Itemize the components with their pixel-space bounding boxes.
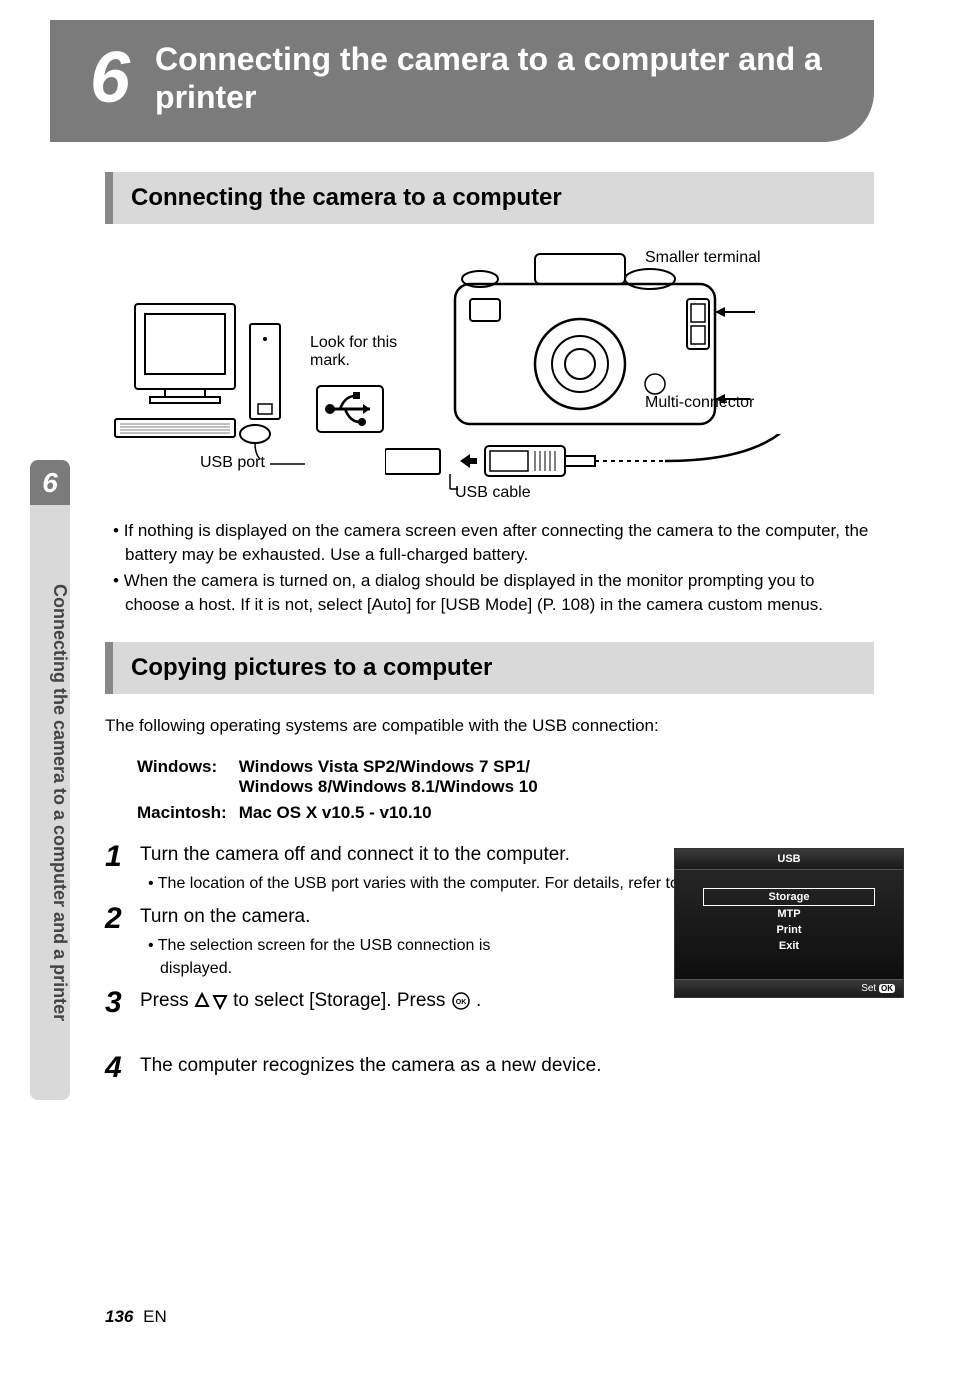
ok-button-icon: OK [451,991,471,1011]
line-icon [440,474,460,494]
label-usb-port: USB port [200,454,265,472]
usb-mode-dialog: USB Storage MTP Print Exit Set OK [674,848,904,998]
step-sub: The selection screen for the USB connect… [140,935,540,980]
text-suffix: . [476,990,481,1011]
dialog-title: USB [675,849,903,870]
list-item: If nothing is displayed on the camera sc… [105,519,874,567]
table-row: Windows: Windows Vista SP2/Windows 7 SP1… [137,755,548,799]
section-heading-copy: Copying pictures to a computer [105,642,874,694]
os-mac-label: Macintosh: [137,801,237,825]
dialog-item-print[interactable]: Print [703,922,875,938]
os-mac-value: Mac OS X v10.5 - v10.10 [239,801,548,825]
text-prefix: Press [140,990,194,1011]
chapter-title: Connecting the camera to a computer and … [155,40,834,117]
label-usb-cable: USB cable [455,484,531,502]
notes-list: If nothing is displayed on the camera sc… [105,519,874,617]
dialog-item-exit[interactable]: Exit [703,938,875,954]
side-tab: 6 Connecting the camera to a computer an… [30,460,70,1100]
chapter-header: 6 Connecting the camera to a computer an… [50,20,874,142]
section-heading-connect: Connecting the camera to a computer [105,172,874,224]
step-number: 2 [105,904,140,980]
label-look-for-mark: Look for this mark. [310,334,420,370]
page-footer: 136 EN [105,1307,167,1327]
label-multi-connector: Multi-connector [645,394,754,412]
usb-symbol-icon [315,384,385,434]
dialog-item-mtp[interactable]: MTP [703,906,875,922]
step-number: 1 [105,842,140,896]
list-item: When the camera is turned on, a dialog s… [105,569,874,617]
table-row: Macintosh: Mac OS X v10.5 - v10.10 [137,801,548,825]
connection-diagram: Smaller terminal Look for this mark. Mul… [105,244,874,504]
os-windows-value2: Windows 8/Windows 8.1/Windows 10 [239,777,538,797]
chapter-number: 6 [90,42,130,114]
svg-text:OK: OK [455,999,466,1006]
up-down-arrow-icon [194,992,228,1010]
dialog-item-storage[interactable]: Storage [703,888,875,906]
step-number: 3 [105,988,140,1020]
computer-icon [105,294,285,464]
arrow-icon [270,454,310,474]
step-text: The computer recognizes the camera as a … [140,1053,874,1080]
side-tab-title: Connecting the camera to a computer and … [30,505,70,1100]
dialog-set-label: Set [861,983,876,994]
step-4: 4 The computer recognizes the camera as … [105,1053,874,1085]
label-smaller-terminal: Smaller terminal [645,249,795,267]
side-tab-number: 6 [30,460,70,505]
ok-badge-icon: OK [879,984,895,993]
text-mid: to select [Storage]. Press [233,990,451,1011]
os-table: Windows: Windows Vista SP2/Windows 7 SP1… [135,753,550,827]
os-windows-value: Windows Vista SP2/Windows 7 SP1/ [239,757,538,777]
intro-text: The following operating systems are comp… [105,714,874,738]
page-lang: EN [143,1307,167,1326]
os-windows-label: Windows: [137,755,237,799]
page-number: 136 [105,1307,133,1326]
step-number: 4 [105,1053,140,1085]
dialog-footer: Set OK [675,979,903,997]
